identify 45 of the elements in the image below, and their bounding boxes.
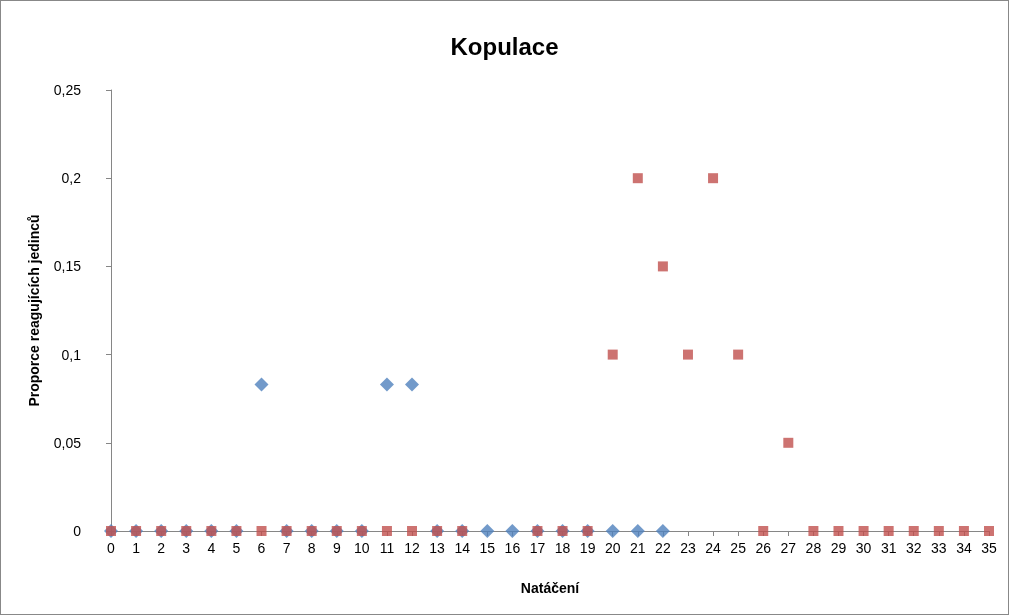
y-tick-label: 0,1: [61, 346, 82, 363]
x-tick-label: 21: [630, 540, 646, 556]
x-tick-label: 35: [981, 540, 997, 556]
x-tick-label: 8: [307, 540, 316, 556]
x-tick-label: 3: [182, 540, 191, 556]
x-tick-label: 28: [805, 540, 822, 556]
x-tick-label: 9: [332, 540, 341, 556]
x-tick-label: 25: [730, 540, 747, 556]
x-tick-label: 29: [830, 540, 847, 556]
x-tick-label: 32: [905, 540, 922, 556]
x-tick-label: 14: [454, 540, 471, 556]
x-tick-label: 16: [504, 540, 521, 556]
x-tick-label: 4: [207, 540, 216, 556]
x-tick-label: 33: [931, 540, 947, 556]
x-tick-label: 5: [232, 540, 241, 556]
x-axis-title: Natáčení: [520, 580, 581, 596]
y-tick-label: 0,2: [61, 170, 82, 187]
x-tick-label: 34: [956, 540, 972, 556]
x-tick-label: 18: [554, 540, 571, 556]
x-tick-label: 12: [404, 540, 421, 556]
x-tick-label: 15: [479, 540, 496, 556]
x-tick-label: 13: [429, 540, 446, 556]
x-tick-label: 10: [354, 540, 370, 556]
y-tick-label: 0,25: [53, 82, 82, 98]
x-tick-label: 2: [157, 540, 166, 556]
x-tick-label: 23: [680, 540, 696, 556]
x-tick-label: 11: [379, 540, 395, 556]
x-tick-label: 30: [855, 540, 872, 556]
x-tick-label: 26: [755, 540, 772, 556]
x-tick-label: 27: [780, 540, 797, 556]
x-tick-label: 7: [282, 540, 291, 556]
x-tick-label: 0: [107, 540, 116, 556]
x-tick-label: 22: [655, 540, 671, 556]
y-tick-label: 0: [73, 523, 82, 539]
y-tick-label: 0,15: [53, 258, 82, 275]
x-tick-label: 19: [579, 540, 596, 556]
x-tick-label: 17: [529, 540, 546, 556]
x-tick-label: 6: [257, 540, 266, 556]
x-tick-label: 1: [132, 540, 141, 556]
y-tick-label: 0,05: [53, 434, 82, 451]
x-tick-label: 20: [604, 540, 621, 556]
x-tick-label: 24: [705, 540, 722, 556]
x-tick-label: 31: [880, 540, 897, 556]
y-axis-title: Proporce reagujících jedinců: [26, 214, 42, 407]
chart-title: Kopulace: [450, 32, 559, 60]
